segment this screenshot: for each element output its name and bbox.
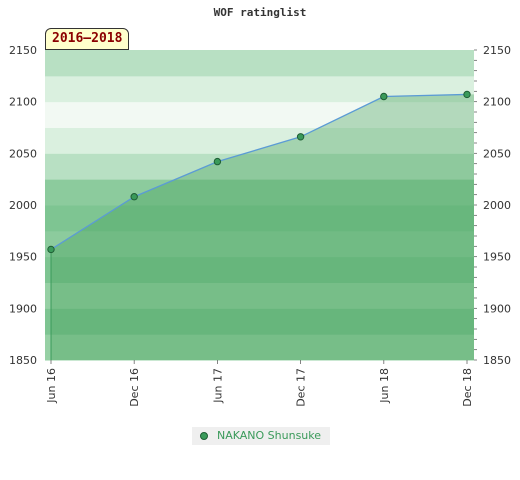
y-tick-label-right: 1850 bbox=[483, 354, 511, 367]
background-band bbox=[45, 256, 474, 283]
y-tick-label-right: 2000 bbox=[483, 199, 511, 212]
marker-layer bbox=[47, 90, 471, 254]
x-tick-label: Dec 17 bbox=[295, 368, 308, 407]
area-layer bbox=[50, 93, 474, 360]
data-point bbox=[47, 245, 55, 254]
legend-series-label: NAKANO Shunsuke bbox=[217, 429, 322, 442]
x-tick-label: Jun 16 bbox=[45, 368, 58, 404]
y-tick-label-right: 2050 bbox=[483, 147, 511, 160]
y-tick-label-right: 1950 bbox=[483, 251, 511, 264]
background-band bbox=[45, 230, 474, 258]
y-tick-label-left: 1950 bbox=[9, 251, 37, 264]
y-tick-label-right: 1900 bbox=[483, 302, 511, 315]
legend[interactable]: NAKANO Shunsuke bbox=[192, 427, 330, 445]
background-bands bbox=[45, 50, 474, 361]
y-tick-label-left: 2150 bbox=[9, 44, 37, 57]
period-badge: 2016–2018 bbox=[45, 28, 130, 50]
background-band bbox=[45, 308, 474, 335]
chart-title: WOF ratinglist bbox=[213, 6, 307, 19]
background-band bbox=[45, 101, 474, 128]
x-tick-label: Dec 16 bbox=[128, 368, 141, 407]
series-area bbox=[51, 94, 474, 360]
y-tick-label-left: 1900 bbox=[9, 302, 37, 315]
legend-marker-icon bbox=[200, 432, 208, 440]
y-tick-label-right: 2150 bbox=[483, 44, 511, 57]
y-tick-label-left: 2000 bbox=[9, 199, 37, 212]
data-point bbox=[296, 133, 305, 141]
x-tick-label: Dec 18 bbox=[461, 368, 474, 407]
background-band bbox=[45, 153, 474, 180]
background-band bbox=[45, 179, 474, 206]
tick-layer bbox=[50, 49, 477, 364]
data-point bbox=[213, 157, 222, 166]
background-band bbox=[45, 205, 474, 232]
background-band bbox=[45, 282, 474, 309]
y-tick-label-right: 2100 bbox=[483, 96, 511, 109]
data-point bbox=[463, 90, 471, 99]
label-layer: 1850 1850 1900 1900 1950 1950 2000 2000 2050 2050… bbox=[9, 44, 511, 407]
y-tick-label-left: 2100 bbox=[9, 96, 37, 109]
series-line bbox=[50, 93, 468, 250]
background-band bbox=[45, 334, 474, 361]
x-tick-label: Jun 18 bbox=[378, 368, 391, 404]
x-tick-label: Jun 17 bbox=[211, 368, 224, 404]
data-point bbox=[380, 92, 388, 101]
data-point bbox=[130, 193, 138, 201]
background-band bbox=[45, 75, 474, 103]
background-band bbox=[45, 50, 474, 77]
y-tick-label-left: 2050 bbox=[9, 147, 37, 160]
y-tick-label-left: 1850 bbox=[9, 354, 37, 367]
